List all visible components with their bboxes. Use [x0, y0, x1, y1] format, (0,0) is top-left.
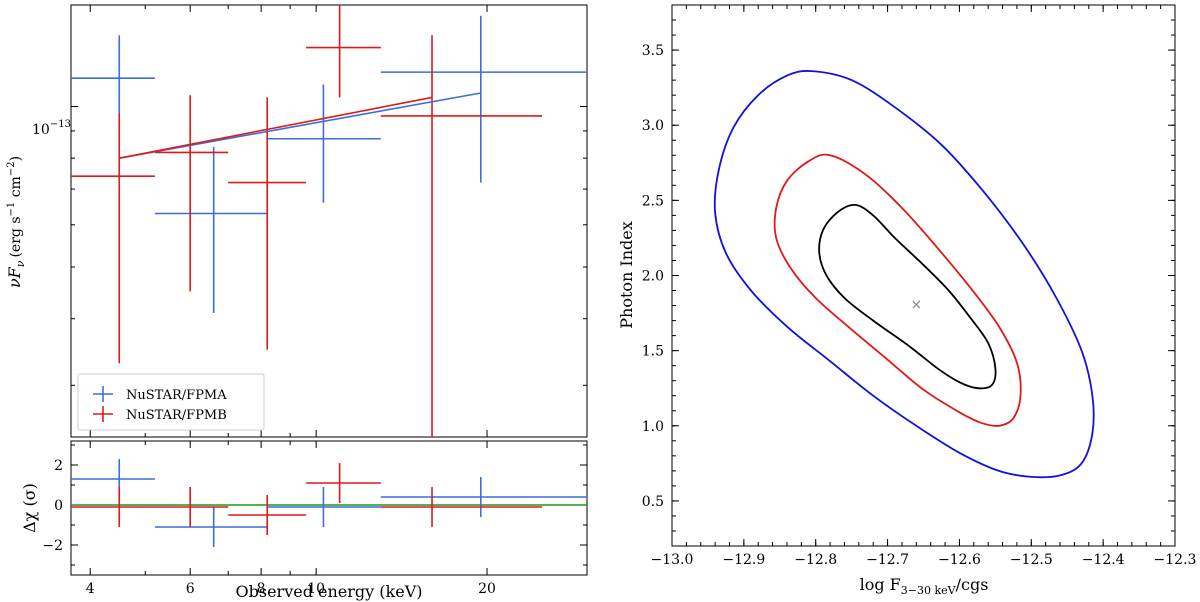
contour-y-tick-label: 1.5 [642, 344, 664, 360]
residuals-y-tick-label: 2 [54, 458, 63, 474]
contour-x-tick-label: −12.5 [1010, 552, 1053, 568]
residual-point [228, 495, 307, 535]
contour-x-tick-label: −12.8 [794, 552, 837, 568]
residual-point [267, 487, 381, 527]
residuals-panel: 4 6 8 10 20 −2 0 2 Δχ (σ) Observed energy (keV) [20, 440, 588, 601]
residuals-frame [70, 440, 588, 576]
contour-x-axis-label: log F3−30 keV/cgs [860, 575, 989, 597]
ylabel-end: ) [8, 156, 24, 161]
contour-x-tick-label: −12.3 [1154, 552, 1197, 568]
spectrum-y-tick-label: 10−13 [32, 119, 71, 138]
residual-point [71, 459, 155, 501]
residuals-y-axis-label: Δχ (σ) [20, 483, 39, 533]
spectrum-point [71, 113, 155, 364]
xlabel-sub: 3−30 keV [901, 584, 957, 597]
residuals-y-tick-label: −2 [42, 538, 63, 554]
contour-x-tick-label: −12.9 [722, 552, 765, 568]
contour-frame [671, 4, 1176, 547]
residual-point [154, 507, 268, 547]
contour-content: × [713, 70, 1095, 479]
spectrum-point [154, 146, 268, 313]
residuals-x-tick-label: 8 [257, 581, 266, 597]
contour-y-tick-label: 0.5 [642, 494, 664, 510]
ylabel-main: νF [5, 266, 24, 288]
contour-outer [713, 70, 1095, 479]
spectrum-point [380, 15, 587, 183]
legend-fpma-label: NuSTAR/FPMA [126, 388, 227, 403]
xlabel-prefix: log F [860, 575, 901, 594]
contour-x-tick-label: −12.7 [866, 552, 909, 568]
contour-panel: −13.0 −12.9 −12.8 −12.7 −12.6 −12.5 −12.4 −12.3… [617, 4, 1197, 597]
residual-point [71, 487, 155, 527]
contour-x-tick-label: −12.6 [938, 552, 981, 568]
ylabel-sub: ν [14, 260, 27, 267]
ylabel-mid: cm [8, 176, 24, 202]
contour-mid [773, 153, 1022, 427]
spectrum-point [154, 95, 229, 292]
residual-point [306, 463, 381, 503]
legend-box [77, 373, 265, 431]
spectrum-content [71, 5, 587, 437]
spectrum-point [380, 35, 543, 437]
residuals-y-tick-label: 0 [54, 498, 63, 514]
residuals-x-tick-label: 4 [86, 581, 95, 597]
contour-inner [818, 203, 997, 390]
residual-point [380, 487, 543, 527]
spectrum-point [306, 5, 381, 98]
contour-y-tick-label: 1.0 [642, 419, 664, 435]
spectrum-frame [70, 4, 588, 438]
spectrum-y-axis-label: νFν (erg s−1 cm−2) [5, 156, 27, 288]
ylabel-units: (erg s [8, 216, 24, 257]
contour-ticks: −13.0 −12.9 −12.8 −12.7 −12.6 −12.5 −12.4 −12.3… [642, 5, 1197, 568]
contour-y-tick-label: 2.5 [642, 193, 664, 209]
contour-y-axis-label: Photon Index [617, 221, 636, 329]
legend-fpmb-label: NuSTAR/FPMB [126, 408, 227, 423]
residuals-ticks: 4 6 8 10 20 −2 0 2 [42, 441, 588, 597]
contour-y-tick-label: 3.0 [642, 118, 664, 134]
legend: NuSTAR/FPMA NuSTAR/FPMB [77, 373, 265, 431]
ylabel-sup1: −1 [6, 202, 17, 217]
spectrum-model-line [119, 92, 481, 159]
residuals-x-tick-label: 6 [186, 581, 195, 597]
ylabel-sup2: −2 [6, 161, 17, 176]
residuals-x-axis-label: Observed energy (keV) [236, 582, 423, 601]
spectrum-panel: 10−13 νFν (erg s−1 cm−2) NuSTAR/FPMA NuST… [5, 4, 588, 438]
residual-point [154, 487, 229, 527]
spectrum-point [267, 84, 381, 203]
residual-point [380, 477, 587, 517]
contour-x-tick-label: −12.4 [1082, 552, 1125, 568]
spectrum-point [228, 97, 307, 350]
y-tick-exponent: −13 [50, 119, 71, 130]
spectrum-ticks [71, 5, 588, 437]
xlabel-suffix: /cgs [956, 575, 989, 594]
residuals-content [71, 459, 587, 547]
contour-y-tick-label: 3.5 [642, 43, 664, 59]
best-fit-marker: × [910, 297, 922, 313]
spectrum-point [71, 35, 155, 114]
contour-y-tick-label: 2.0 [642, 269, 664, 285]
y-tick-base: 10 [32, 122, 50, 138]
contour-x-tick-label: −13.0 [651, 552, 694, 568]
residuals-x-tick-label: 20 [478, 581, 496, 597]
residuals-x-tick-label: 10 [307, 581, 325, 597]
spectrum-model-line [119, 96, 433, 159]
